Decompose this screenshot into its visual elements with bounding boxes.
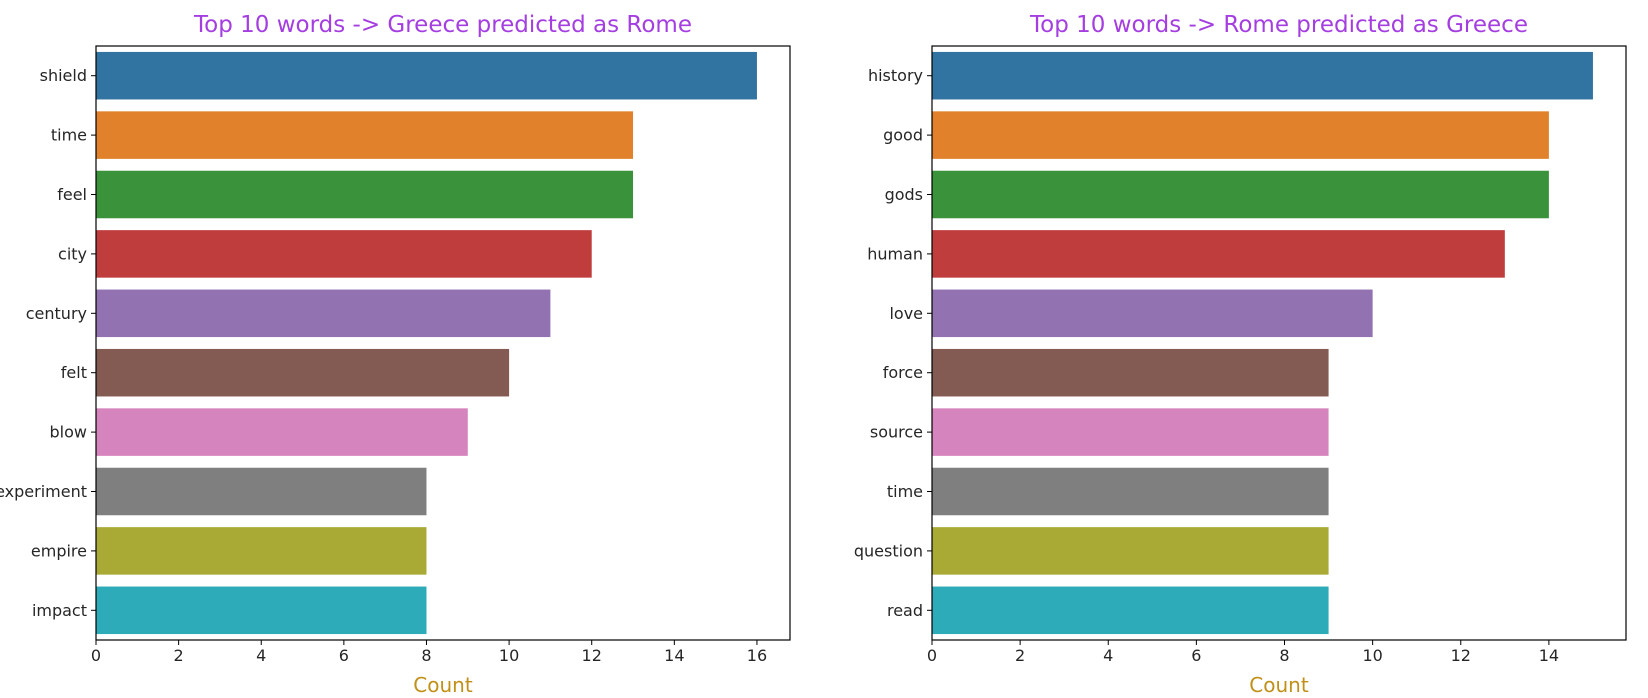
y-tick-label: history — [868, 66, 923, 85]
bar-read — [932, 586, 1329, 635]
x-tick-label: 6 — [339, 646, 349, 665]
x-tick-label: 12 — [1451, 646, 1471, 665]
y-tick-label: impact — [32, 601, 87, 620]
y-tick-label: shield — [40, 66, 87, 85]
chart-title: Top 10 words -> Rome predicted as Greece — [1029, 12, 1528, 38]
x-tick-label: 10 — [499, 646, 519, 665]
bar-feel — [96, 170, 634, 219]
bar-shield — [96, 51, 757, 100]
bar-century — [96, 289, 551, 338]
bar-love — [932, 289, 1373, 338]
chart-title: Top 10 words -> Greece predicted as Rome — [193, 12, 692, 38]
y-tick-label: source — [870, 423, 923, 442]
x-tick-label: 2 — [174, 646, 184, 665]
bar-force — [932, 348, 1329, 397]
chart-2: history good gods human love force source time q… — [854, 12, 1627, 697]
axes-frame — [931, 45, 1627, 641]
bar-time — [96, 111, 634, 159]
y-tick-label: blow — [50, 423, 87, 442]
bar-felt — [96, 348, 510, 397]
x-tick-label: 0 — [91, 646, 101, 665]
bar-city — [96, 230, 592, 278]
bar-question — [932, 527, 1329, 575]
y-tick-label: gods — [885, 185, 923, 204]
x-tick-label: 8 — [421, 646, 431, 665]
x-tick-label: 2 — [1015, 646, 1025, 665]
y-tick-label: felt — [61, 363, 87, 382]
axes-frame — [95, 45, 791, 641]
y-tick-label: empire — [31, 541, 87, 560]
y-tick-label: city — [58, 244, 87, 263]
y-tick-label: century — [26, 304, 87, 323]
bar-human — [932, 230, 1505, 278]
x-tick-label: 16 — [747, 646, 767, 665]
bar-blow — [96, 408, 468, 456]
bar-gods — [932, 170, 1549, 219]
bar-good — [932, 111, 1549, 159]
y-tick-label: experiment — [0, 482, 87, 501]
x-tick-label: 0 — [927, 646, 937, 665]
y-tick-label: time — [887, 482, 923, 501]
y-tick-label: read — [887, 601, 923, 620]
x-tick-label: 14 — [1539, 646, 1559, 665]
x-axis-label: Count — [1249, 673, 1309, 697]
y-tick-label: love — [889, 304, 923, 323]
y-tick-label: force — [883, 363, 923, 382]
bar-impact — [96, 586, 427, 635]
y-tick-label: time — [51, 126, 87, 145]
bar-experiment — [96, 467, 427, 516]
x-tick-label: 4 — [1103, 646, 1113, 665]
bar-history — [932, 51, 1593, 100]
x-tick-label: 10 — [1362, 646, 1382, 665]
x-tick-label: 12 — [582, 646, 602, 665]
bar-time — [932, 467, 1329, 516]
y-tick-label: question — [854, 541, 923, 560]
y-tick-label: feel — [57, 185, 87, 204]
chart-1: shield time feel city century felt blow experim… — [0, 12, 791, 697]
bar-source — [932, 408, 1329, 456]
x-tick-label: 14 — [664, 646, 684, 665]
x-tick-label: 4 — [256, 646, 266, 665]
x-tick-label: 6 — [1191, 646, 1201, 665]
x-tick-label: 8 — [1279, 646, 1289, 665]
bar-empire — [96, 527, 427, 575]
y-tick-label: good — [883, 126, 923, 145]
x-axis-label: Count — [413, 673, 473, 697]
y-tick-label: human — [867, 244, 923, 263]
